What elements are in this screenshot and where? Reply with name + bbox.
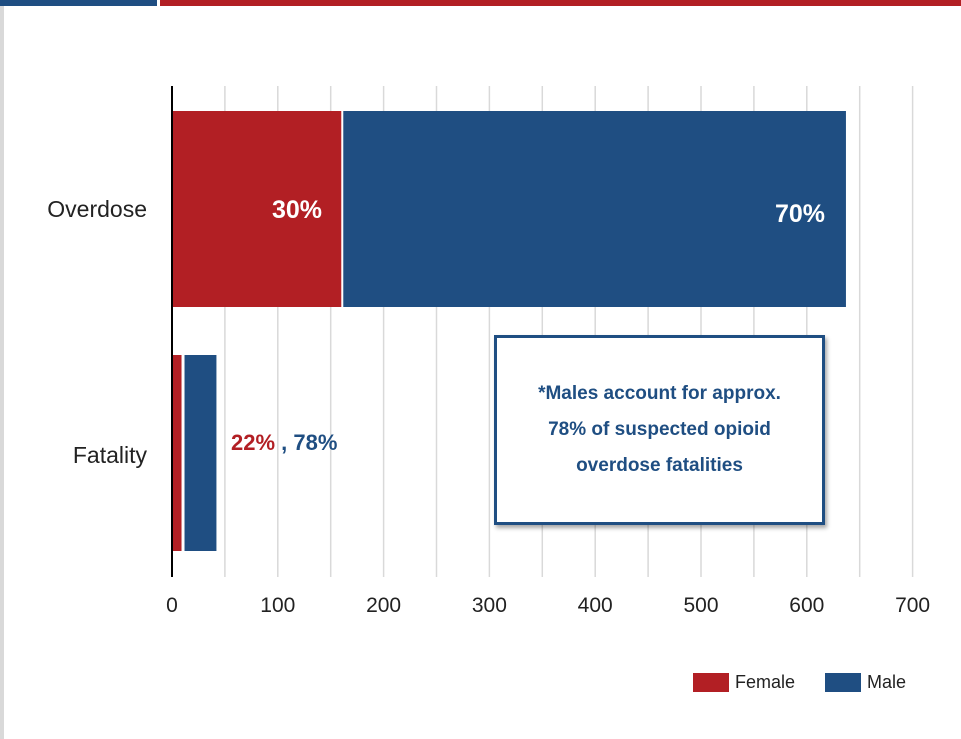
x-tick-label: 100 (260, 594, 295, 617)
x-tick-label: 700 (895, 594, 930, 617)
legend-swatch-male (825, 673, 862, 692)
bar-fatality-female (172, 355, 182, 551)
category-label: Overdose (47, 196, 147, 222)
x-tick-label: 300 (472, 594, 507, 617)
bar-overdose-male (343, 111, 846, 307)
x-tick-label: 600 (789, 594, 824, 617)
top-accent-bar-red (160, 0, 961, 6)
fatality-male-percent: 78% (293, 430, 338, 455)
annotation-box: *Males account for approx. 78% of suspec… (494, 335, 825, 525)
annotation-text: *Males account for approx. 78% of suspec… (538, 383, 781, 476)
fatality-female-percent: 22% (231, 430, 276, 455)
left-border (0, 0, 4, 739)
data-label-overdose-male: 70% (775, 200, 825, 228)
legend-label-male: Male (867, 672, 907, 692)
fatality-separator: , (275, 430, 294, 455)
x-tick-label: 0 (166, 594, 178, 617)
legend-item-female: Female (693, 672, 795, 693)
x-tick-label: 500 (683, 594, 718, 617)
data-label-overdose-female: 30% (272, 196, 322, 224)
legend: Female Male (693, 672, 936, 693)
fatality-percent-labels: 22% , 78% (231, 430, 337, 456)
x-tick-label: 400 (578, 594, 613, 617)
bar-overdose-female (172, 111, 342, 307)
x-tick-label: 200 (366, 594, 401, 617)
top-accent-bar-blue (0, 0, 157, 6)
legend-item-male: Male (825, 672, 906, 693)
legend-swatch-female (693, 673, 729, 692)
legend-label-female: Female (735, 672, 796, 692)
category-label: Fatality (73, 442, 148, 468)
bar-fatality-male (184, 355, 217, 551)
